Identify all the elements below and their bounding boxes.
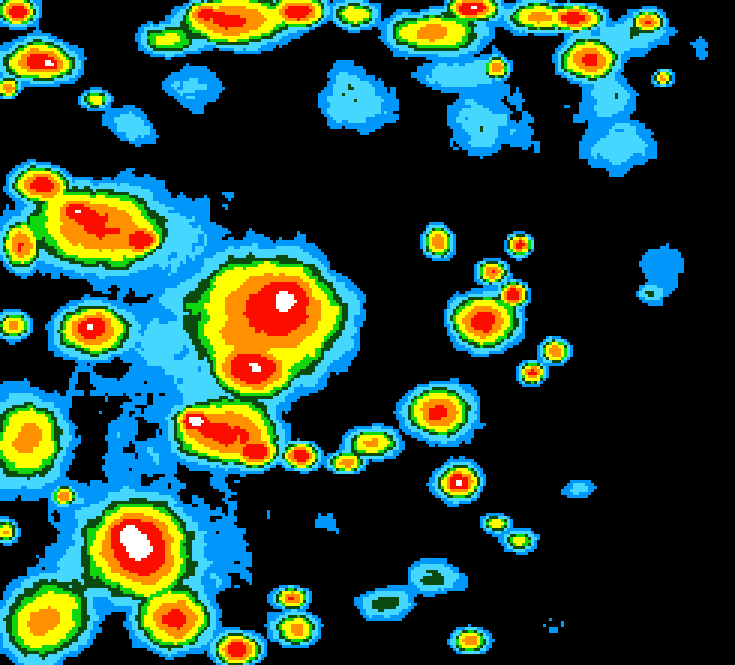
ir-cloud-canvas — [0, 0, 735, 665]
satellite-image-viewport — [0, 0, 735, 665]
